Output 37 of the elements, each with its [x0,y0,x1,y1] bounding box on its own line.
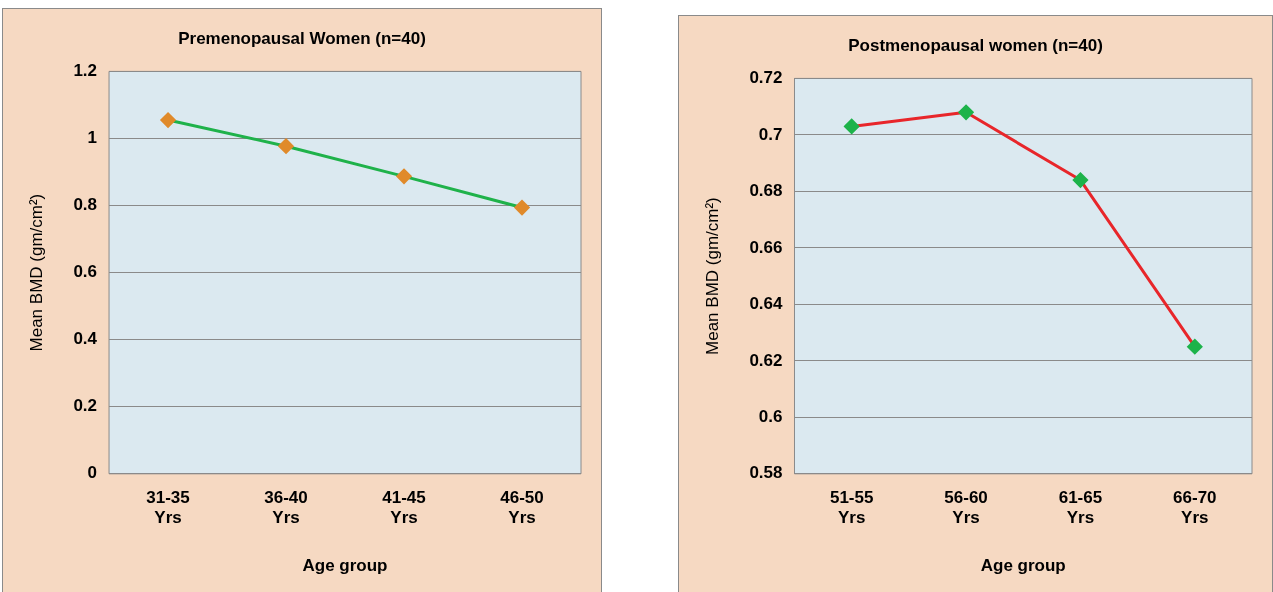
x-tick-label: 41-45 Yrs [382,487,426,528]
y-tick-label: 0.68 [749,181,783,201]
y-tick-label: 0.4 [73,329,98,349]
y-tick-label: 0.8 [73,195,98,215]
point [1072,172,1088,188]
point [514,200,530,216]
y-tick-label: 1 [87,128,98,148]
y-tick-label: 0.72 [749,68,783,88]
x-tick-label: 51-55 Yrs [829,487,874,528]
y-tick-label: 1.2 [73,61,98,81]
x-tick-label: 46-50 Yrs [500,487,544,528]
y-tick-label: 0.7 [758,124,783,144]
y-tick-label: 0.62 [749,350,783,370]
y-axis-title: Mean BMD (gm/cm²) [26,193,46,352]
x-axis-title: Age group [302,556,388,576]
x-tick-label: 61-65 Yrs [1058,487,1103,528]
x-tick-label: 36-40 Yrs [264,487,308,528]
y-axis-title: Mean BMD (gm/cm²) [702,197,722,355]
y-tick-label: 0 [87,463,98,483]
point [958,104,974,120]
x-axis-title: Age group [980,556,1066,576]
x-tick-label: 31-35 Yrs [146,487,190,528]
y-tick-label: 0.2 [73,396,98,416]
x-tick-label: 66-70 Yrs [1173,487,1217,528]
chart-title: Postmenopausal women (n=40) [848,35,1103,55]
point [1187,339,1203,355]
y-tick-label: 0.58 [749,463,783,483]
point [278,138,294,154]
y-tick-label: 0.64 [749,294,784,314]
point [396,168,412,184]
point [160,112,176,128]
y-tick-label: 0.66 [749,237,783,257]
y-tick-label: 0.6 [758,407,783,426]
x-tick-label: 56-60 Yrs [944,487,988,528]
point [844,118,860,134]
y-tick-label: 0.6 [73,262,98,282]
chart-title: Premenopausal Women (n=40) [178,28,426,48]
